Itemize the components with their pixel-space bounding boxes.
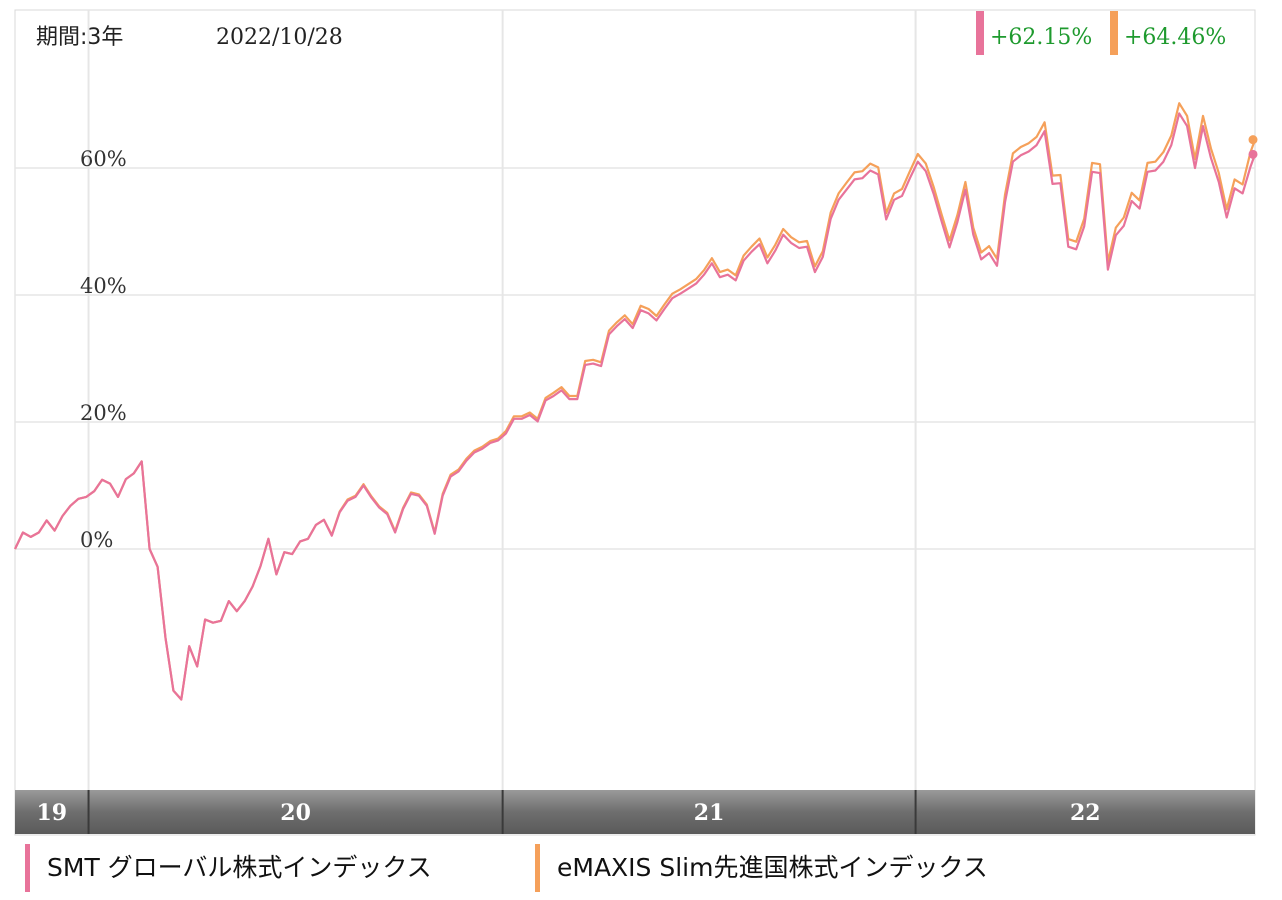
legend: SMT グローバル株式インデックス eMAXIS Slim先進国株式インデックス — [0, 840, 1282, 896]
y-tick-label: 0% — [80, 528, 113, 552]
as-of-date: 2022/10/28 — [216, 25, 343, 50]
last-value-swatch — [1110, 11, 1118, 55]
y-tick-label: 20% — [80, 401, 127, 425]
last-value-badges: +62.15% +64.46% — [976, 11, 1226, 55]
year-band-axis: 19 20 21 22 — [15, 790, 1255, 834]
y-tick-label: 60% — [80, 147, 127, 171]
series-lines — [14, 102, 1258, 701]
grid-layer — [15, 10, 1255, 790]
year-band-label: 20 — [280, 800, 311, 826]
last-value-swatch — [976, 11, 984, 55]
series-line — [14, 112, 1257, 701]
year-band-label: 22 — [1070, 800, 1101, 826]
legend-swatch-emaxis — [535, 844, 540, 892]
last-value-label: +64.46% — [1124, 25, 1226, 50]
legend-label-smt: SMT グローバル株式インデックス — [47, 853, 432, 882]
series-end-point — [1248, 149, 1258, 159]
year-band-bg — [15, 790, 1255, 834]
y-tick-labels: 0% 20% 40% 60% — [80, 147, 127, 552]
period-label: 期間:3年 — [36, 25, 123, 50]
last-value-label: +62.15% — [990, 25, 1092, 50]
legend-label-emaxis: eMAXIS Slim先進国株式インデックス — [557, 853, 988, 882]
chart-header: 期間:3年 2022/10/28 — [36, 25, 343, 50]
series-end-point — [1248, 135, 1258, 145]
y-tick-label: 40% — [80, 274, 127, 298]
legend-swatch-smt — [25, 844, 30, 892]
performance-chart: 0% 20% 40% 60% 19 20 21 22 期間:3年 2022/10/28 +6… — [14, 9, 1258, 836]
year-band-label: 19 — [36, 800, 67, 826]
year-band-label: 21 — [694, 800, 725, 826]
